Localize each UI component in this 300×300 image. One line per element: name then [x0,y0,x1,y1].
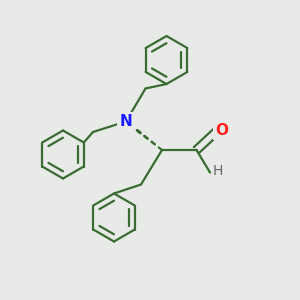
Text: H: H [212,164,223,178]
Text: O: O [215,123,229,138]
Text: N: N [120,114,132,129]
